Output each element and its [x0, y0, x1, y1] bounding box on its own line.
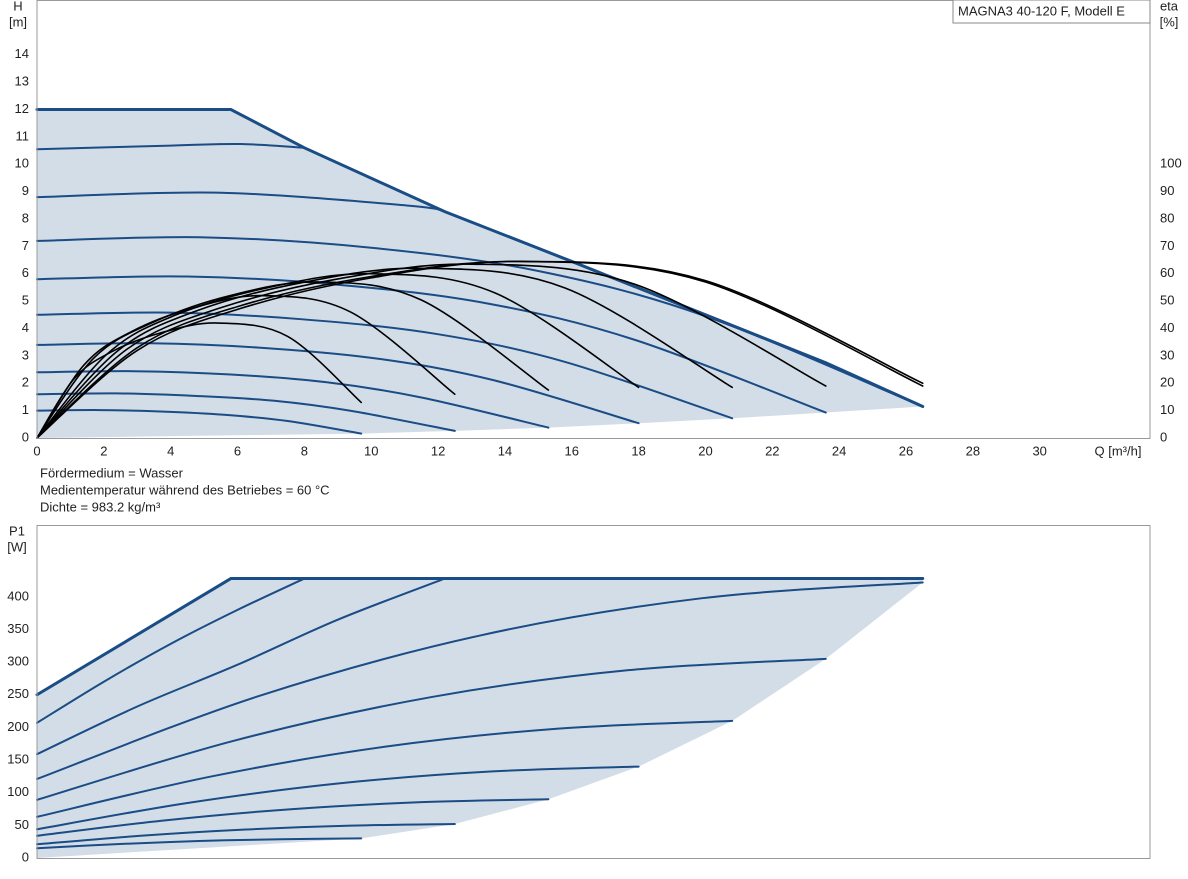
y-tick-label: 6: [22, 265, 29, 280]
performance-curve: [36, 577, 306, 724]
y-tick-label: 9: [22, 183, 29, 198]
operating-area: [37, 109, 923, 438]
performance-curve: [36, 191, 446, 213]
efficiency-curve: [36, 267, 734, 439]
plot-frame: [36, 525, 1151, 859]
x-tick-label: 10: [364, 443, 378, 458]
frame: [36, 0, 1151, 859]
performance-curve: [36, 837, 363, 850]
labels: 0 2 4 6 8 10 12 14 16 18 20 22 24 26 28 300123456789101…: [7, 46, 1181, 864]
note: Dichte = 983.2 kg/m³: [40, 499, 161, 514]
operating-area: [37, 578, 923, 858]
performance-curve: [36, 370, 550, 429]
performance-curve: [35, 577, 925, 697]
performance-curve: [36, 409, 363, 435]
y-tick-label: 10: [15, 156, 29, 171]
x-tick-label: 28: [966, 443, 980, 458]
performance-curve: [36, 823, 456, 846]
performance-curve: [36, 236, 924, 408]
x-tick-label: 4: [167, 443, 174, 458]
y-axis-unit: [m]: [9, 14, 27, 29]
chart-title: MAGNA3 40-120 F, Modell E: [958, 3, 1125, 18]
y2-tick-label: 60: [1160, 265, 1174, 280]
efficiency-curve: [36, 263, 827, 439]
y-tick-label: 8: [22, 210, 29, 225]
x-tick-label: 22: [765, 443, 779, 458]
efficiency-curve: [36, 272, 640, 439]
y-tick-label: 4: [22, 320, 29, 335]
y-tick-label: 350: [7, 621, 29, 636]
x-tick-label: 16: [565, 443, 579, 458]
x-tick-label: 20: [698, 443, 712, 458]
y2-tick-label: 70: [1160, 238, 1174, 253]
x-tick-label: 14: [498, 443, 512, 458]
x-tick-label: 30: [1032, 443, 1046, 458]
y-tick-label: 300: [7, 654, 29, 669]
y-tick-label: 200: [7, 719, 29, 734]
y-tick-label: 5: [22, 293, 29, 308]
y-tick-label: 11: [16, 128, 30, 143]
efficiency-curve: [36, 260, 924, 439]
lines: [35, 108, 925, 850]
performance-curve: [36, 719, 734, 818]
x-tick-label: 2: [100, 443, 107, 458]
y-tick-label: 0: [22, 849, 29, 864]
x-tick-label: 8: [301, 443, 308, 458]
y-tick-label: 2: [22, 375, 29, 390]
y2-tick-label: 20: [1160, 375, 1174, 390]
x-tick-label: 0: [33, 443, 40, 458]
x-tick-label: 18: [631, 443, 645, 458]
y-axis-label: H: [13, 0, 22, 13]
y2-tick-label: 100: [1160, 156, 1182, 171]
y-tick-label: 3: [22, 347, 29, 362]
y-tick-label: 12: [15, 101, 29, 116]
y-tick-label: 100: [7, 784, 29, 799]
performance-curve: [36, 342, 640, 425]
performance-curve: [36, 657, 827, 801]
y-tick-label: 13: [15, 74, 29, 89]
fill: [37, 109, 923, 858]
y-tick-label: 7: [22, 238, 29, 253]
y-tick-label: 0: [22, 429, 29, 444]
y-tick-label: 250: [7, 686, 29, 701]
y-axis-label: P1: [9, 523, 25, 538]
y-tick-label: 1: [22, 402, 29, 417]
y-axis-unit: [W]: [7, 539, 27, 554]
performance-curve: [36, 275, 827, 414]
y-tick-label: 50: [15, 817, 29, 832]
y2-tick-label: 30: [1160, 347, 1174, 362]
y2-axis-label: eta: [1160, 0, 1179, 13]
plot-frame: [36, 0, 1151, 439]
performance-curve: [36, 581, 924, 780]
performance-curve: [36, 577, 446, 756]
y2-tick-label: 0: [1160, 429, 1167, 444]
efficiency-curve: [36, 260, 924, 439]
efficiency-curve: [36, 281, 550, 439]
performance-curve: [36, 311, 734, 420]
x-tick-label: 12: [431, 443, 445, 458]
y2-axis-unit: [%]: [1160, 14, 1179, 29]
performance-curve: [36, 765, 640, 831]
y2-tick-label: 40: [1160, 320, 1174, 335]
y2-tick-label: 90: [1160, 183, 1174, 198]
performance-curve: [36, 798, 550, 837]
y2-tick-label: 80: [1160, 210, 1174, 225]
y2-tick-label: 50: [1160, 293, 1174, 308]
y2-tick-label: 10: [1160, 402, 1174, 417]
x-tick-label: 6: [234, 443, 241, 458]
y-tick-label: 150: [7, 751, 29, 766]
x-tick-label: 26: [899, 443, 913, 458]
performance-curve: [36, 392, 456, 432]
title-box: [952, 0, 1151, 24]
performance-curve: [35, 108, 925, 409]
performance-curve: [36, 142, 306, 151]
y-tick-label: 14: [15, 46, 29, 61]
x-tick-label: 24: [832, 443, 846, 458]
note: Medientemperatur während des Betriebes =…: [40, 482, 330, 497]
y-tick-label: 400: [7, 588, 29, 603]
x-axis-label: Q [m³/h]: [1095, 443, 1142, 458]
note: Fördermedium = Wasser: [40, 465, 184, 480]
